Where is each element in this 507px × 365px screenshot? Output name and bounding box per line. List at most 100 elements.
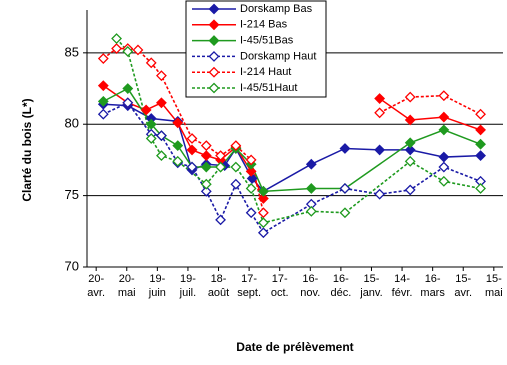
point xyxy=(475,150,486,162)
point xyxy=(404,114,416,126)
point xyxy=(257,207,269,219)
point xyxy=(245,207,257,219)
point xyxy=(145,133,157,144)
point xyxy=(438,124,450,136)
point xyxy=(215,150,226,162)
point xyxy=(97,95,109,107)
point xyxy=(97,108,109,120)
point xyxy=(404,137,416,149)
x-tick-label: 19-juil. xyxy=(179,273,197,299)
point xyxy=(156,150,167,162)
point xyxy=(132,44,144,56)
x-tick-label: 20-avr. xyxy=(87,273,105,299)
legend-label: Dorskamp Haut xyxy=(240,50,316,62)
y-tick-label: 70 xyxy=(65,258,79,273)
point xyxy=(97,80,109,92)
point xyxy=(404,184,416,196)
series-line xyxy=(102,87,481,193)
point xyxy=(305,183,317,194)
x-tick-label: 15-mai xyxy=(485,273,503,299)
y-tick-label: 85 xyxy=(65,44,79,59)
point xyxy=(374,188,386,200)
point xyxy=(475,124,486,136)
x-tick-label: 15-avr. xyxy=(454,273,472,299)
legend-marker xyxy=(208,50,220,62)
point xyxy=(257,193,269,204)
point xyxy=(245,165,257,177)
point xyxy=(374,93,386,104)
point xyxy=(305,205,317,217)
legend-label: I-45/51Bas xyxy=(240,35,294,47)
point xyxy=(305,158,317,170)
point xyxy=(156,130,167,142)
point xyxy=(186,133,198,144)
point xyxy=(156,97,167,109)
point xyxy=(339,143,351,154)
point xyxy=(200,161,212,173)
point xyxy=(215,214,226,226)
point xyxy=(374,107,386,119)
point xyxy=(404,155,416,167)
x-tick-label: 17-sept. xyxy=(237,273,261,299)
point xyxy=(200,185,212,197)
point xyxy=(215,161,226,173)
point xyxy=(257,185,269,197)
x-tick-label: 20-mai xyxy=(118,273,136,299)
point xyxy=(172,140,184,152)
point xyxy=(245,154,257,166)
point xyxy=(404,91,416,103)
point xyxy=(172,117,184,129)
series-line xyxy=(103,103,481,193)
point xyxy=(140,104,152,116)
point xyxy=(200,178,212,190)
point xyxy=(339,183,351,194)
point xyxy=(257,217,269,229)
y-tick-label: 75 xyxy=(65,187,79,202)
point xyxy=(145,57,157,69)
legend-label: Dorskamp Bas xyxy=(240,3,313,15)
point xyxy=(475,183,486,194)
x-tick-label: 17-oct. xyxy=(271,273,289,299)
point xyxy=(122,45,134,57)
point xyxy=(156,70,167,82)
series-line xyxy=(102,101,481,234)
point xyxy=(374,144,386,156)
legend-marker xyxy=(208,66,220,78)
point xyxy=(172,155,184,167)
point xyxy=(230,178,242,190)
legend-marker xyxy=(208,3,220,15)
point xyxy=(257,227,269,239)
point xyxy=(122,97,134,109)
x-tick-label: 16-mars xyxy=(420,273,445,299)
legend-marker xyxy=(208,19,220,31)
legend-marker xyxy=(208,35,220,47)
x-tick-label: 16-nov. xyxy=(300,273,320,299)
point xyxy=(438,111,450,123)
y-axis-label: Clarté du bois (L*) xyxy=(20,98,34,201)
point xyxy=(111,33,122,44)
legend-label: I-214 Bas xyxy=(240,19,288,31)
legend-label: I-214 Haut xyxy=(240,66,291,78)
x-tick-label: 15-janv. xyxy=(359,273,382,299)
x-tick-label: 16-déc. xyxy=(330,273,351,299)
point xyxy=(97,53,109,64)
point xyxy=(404,144,416,156)
point xyxy=(245,183,257,194)
x-axis-label: Date de prélèvement xyxy=(236,340,353,354)
point xyxy=(438,151,450,163)
point xyxy=(438,175,450,187)
point xyxy=(438,90,450,102)
x-tick-label: 19-juin xyxy=(148,273,166,299)
legend-box xyxy=(185,0,327,98)
point xyxy=(230,140,242,152)
point xyxy=(200,140,212,152)
point xyxy=(339,207,351,219)
point xyxy=(230,161,242,173)
point xyxy=(145,118,157,130)
legend-marker xyxy=(208,82,220,94)
point xyxy=(186,144,198,156)
point xyxy=(186,161,198,173)
point xyxy=(111,43,122,54)
legend-label: I-45/51Haut xyxy=(240,82,297,94)
